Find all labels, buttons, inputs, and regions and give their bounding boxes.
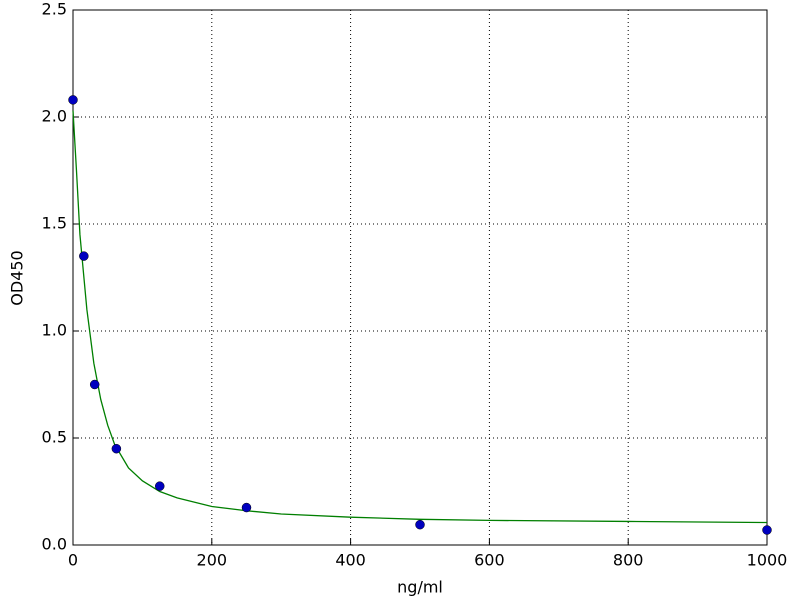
y-tick-label: 2.0	[42, 107, 67, 126]
plot-frame	[72, 9, 768, 546]
y-axis-label: OD450	[8, 250, 27, 305]
data-point	[111, 443, 122, 454]
y-tick-label: 1.5	[42, 214, 67, 233]
data-point	[155, 481, 165, 491]
y-tick-label: 1.0	[42, 321, 67, 340]
fit-curve	[72, 110, 768, 524]
data-point	[68, 95, 78, 105]
y-tick-label: 0.0	[42, 535, 67, 554]
x-tick-label: 1000	[747, 551, 788, 570]
x-tick-label: 0	[68, 551, 78, 570]
data-point	[241, 502, 252, 513]
x-tick-label: 400	[335, 551, 366, 570]
x-tick-label: 800	[613, 551, 644, 570]
y-tick-label: 0.5	[42, 428, 67, 447]
data-point	[79, 251, 89, 261]
y-tick-label: 2.5	[42, 0, 67, 19]
data-point	[415, 519, 425, 530]
data-point	[89, 379, 100, 390]
x-tick-label: 200	[197, 551, 228, 570]
x-axis-label: ng/ml	[397, 578, 443, 597]
data-point	[762, 525, 772, 535]
x-tick-label: 600	[474, 551, 505, 570]
